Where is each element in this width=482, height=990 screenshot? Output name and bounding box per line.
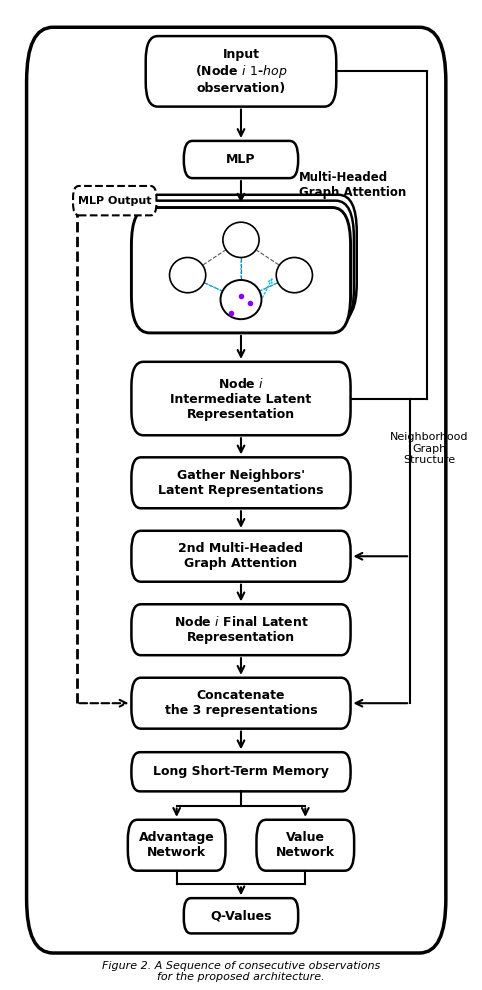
Ellipse shape: [223, 222, 259, 257]
Text: MLP: MLP: [226, 153, 256, 166]
Text: Concatenate
the 3 representations: Concatenate the 3 representations: [165, 689, 317, 717]
Ellipse shape: [276, 257, 312, 293]
FancyBboxPatch shape: [132, 604, 350, 655]
Text: Value
Network: Value Network: [276, 832, 335, 859]
FancyBboxPatch shape: [184, 898, 298, 934]
FancyBboxPatch shape: [137, 195, 357, 320]
FancyBboxPatch shape: [27, 28, 446, 953]
Ellipse shape: [170, 257, 206, 293]
Text: Neighborhood
Graph
Structure: Neighborhood Graph Structure: [390, 432, 469, 465]
Text: Advantage
Network: Advantage Network: [139, 832, 214, 859]
FancyBboxPatch shape: [128, 820, 226, 871]
FancyBboxPatch shape: [146, 36, 336, 107]
Text: 2nd Multi-Headed
Graph Attention: 2nd Multi-Headed Graph Attention: [178, 543, 304, 570]
FancyBboxPatch shape: [132, 208, 350, 333]
FancyBboxPatch shape: [184, 141, 298, 178]
FancyBboxPatch shape: [132, 457, 350, 508]
Text: Figure 2. A Sequence of consecutive observations
for the proposed architecture.: Figure 2. A Sequence of consecutive obse…: [102, 961, 380, 982]
Text: Input
(Node $i$ $1$-$hop$
observation): Input (Node $i$ $1$-$hop$ observation): [195, 48, 287, 95]
Text: Long Short-Term Memory: Long Short-Term Memory: [153, 765, 329, 778]
FancyBboxPatch shape: [132, 678, 350, 729]
FancyBboxPatch shape: [132, 752, 350, 791]
FancyBboxPatch shape: [135, 201, 354, 326]
Text: Gather Neighbors'
Latent Representations: Gather Neighbors' Latent Representations: [158, 469, 324, 497]
Ellipse shape: [220, 280, 261, 319]
Text: Multi-Headed
Graph Attention: Multi-Headed Graph Attention: [299, 171, 406, 199]
Text: Node $i$
Intermediate Latent
Representation: Node $i$ Intermediate Latent Representat…: [170, 376, 311, 421]
Text: MLP Output: MLP Output: [78, 196, 151, 206]
FancyBboxPatch shape: [256, 820, 354, 871]
Text: Node $i$ Final Latent
Representation: Node $i$ Final Latent Representation: [174, 615, 308, 644]
Text: Q-Values: Q-Values: [210, 909, 272, 923]
FancyBboxPatch shape: [73, 186, 157, 216]
FancyBboxPatch shape: [132, 531, 350, 582]
FancyBboxPatch shape: [132, 361, 350, 436]
